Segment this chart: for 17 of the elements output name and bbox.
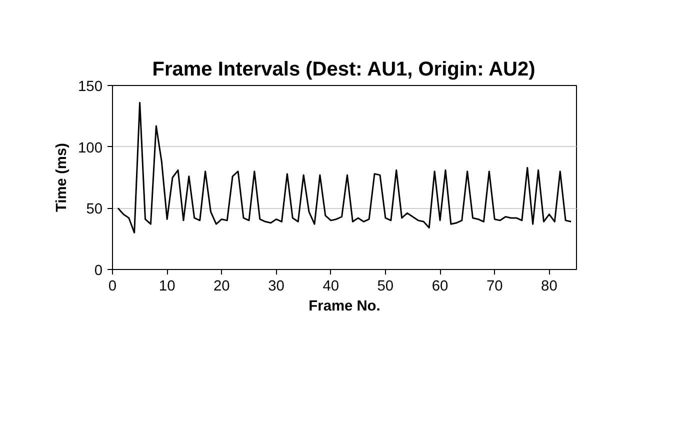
- x-tick-label: 80: [541, 278, 558, 294]
- y-axis-title: Time (ms): [54, 142, 70, 212]
- x-tick-label: 0: [108, 278, 117, 294]
- x-tick-label: 70: [486, 278, 503, 294]
- x-axis-title: Frame No.: [308, 298, 380, 314]
- chart-title: Frame Intervals (Dest: AU1, Origin: AU2): [152, 58, 536, 80]
- y-tick-label: 50: [86, 202, 103, 218]
- x-tick-label: 20: [214, 278, 230, 294]
- x-tick-label: 30: [268, 278, 284, 294]
- x-tick-label: 10: [158, 278, 176, 294]
- y-tick-label: 100: [78, 140, 103, 156]
- y-tick-label: 150: [78, 79, 103, 95]
- y-tick-label: 0: [94, 263, 103, 279]
- line-series: [117, 102, 572, 234]
- x-tick-label: 40: [322, 278, 340, 294]
- x-tick-label: 50: [377, 278, 394, 294]
- x-tick-label: 60: [432, 278, 448, 294]
